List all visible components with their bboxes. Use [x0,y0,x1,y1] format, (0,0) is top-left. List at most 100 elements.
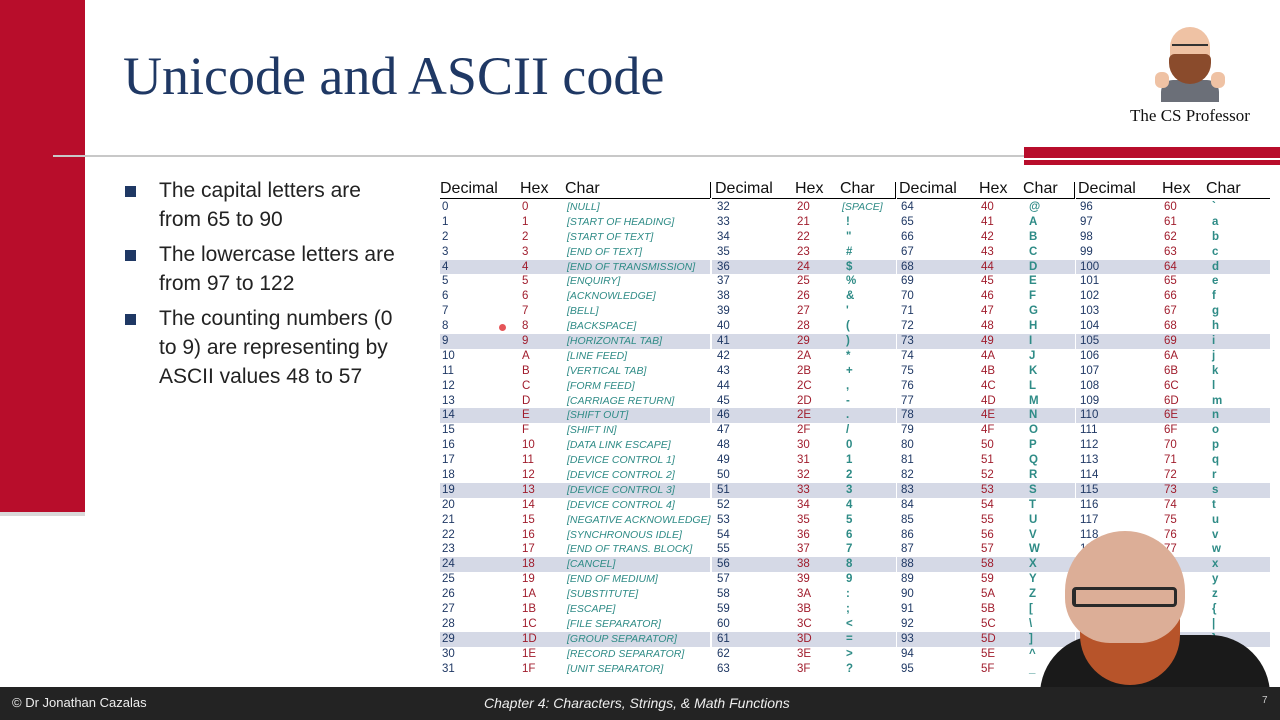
table-row: 25 19 [END OF MEDIUM] [440,572,710,587]
right-accent-bar-stripe [1024,158,1280,160]
decimal-cell: 73 [901,335,914,348]
right-accent-bar [1024,147,1280,165]
char-cell: [END OF TEXT] [567,245,643,258]
decimal-cell: 103 [1080,305,1100,318]
table-row: 87 57 W [897,542,1075,557]
char-cell: [CARRIAGE RETURN] [567,394,675,407]
decimal-cell: 33 [717,215,730,228]
hex-cell: 46 [981,290,994,303]
header-char: Char [1206,180,1241,197]
char-cell: ) [846,335,850,348]
table-row: 70 46 F [897,289,1075,304]
table-row: 16 10 [DATA LINK ESCAPE] [440,438,710,453]
char-cell: [DATA LINK ESCAPE] [567,439,671,452]
char-cell: [ESCAPE] [567,603,616,616]
char-cell: < [846,617,853,630]
decimal-cell: 60 [717,617,730,630]
decimal-cell: 89 [901,573,914,586]
table-row: 81 51 Q [897,453,1075,468]
table-row: 71 47 G [897,304,1075,319]
decimal-cell: 28 [442,617,455,630]
char-cell: [BELL] [567,305,599,318]
char-cell: [BACKSPACE] [567,320,637,333]
table-row: 107 6B k [1076,364,1270,379]
table-row: 34 22 " [712,230,896,245]
char-cell: Y [1029,573,1037,586]
decimal-cell: 109 [1080,394,1100,407]
char-cell: h [1212,320,1220,333]
hex-cell: 43 [981,245,994,258]
footer-chapter: Chapter 4: Characters, Strings, & Math F… [484,695,790,711]
hex-cell: 65 [1164,275,1177,288]
char-cell: & [846,290,855,303]
char-cell: 2 [846,469,853,482]
table-row: 41 29) [712,334,896,349]
char-cell: D [1029,260,1038,273]
table-row: 45 2D - [712,394,896,409]
hex-cell: 4A [981,349,996,362]
char-cell: x [1212,558,1219,571]
slide-title: Unicode and ASCII code [123,46,665,106]
decimal-cell: 111 [1080,424,1098,437]
header-hex: Hex [795,180,824,197]
decimal-cell: 84 [901,498,914,511]
decimal-cell: 81 [901,454,914,467]
char-cell: V [1029,528,1037,541]
char-cell: d [1212,260,1220,273]
bullet-item: The counting numbers (0 to 9) are repres… [124,304,404,391]
bullet-square-icon [125,314,136,325]
decimal-cell: 2 [442,230,449,243]
table-row: 103 67 g [1076,304,1270,319]
hex-cell: 5E [981,647,996,660]
hex-cell: 3E [797,647,812,660]
column-separator [1074,182,1075,198]
table-row: 100 64 d [1076,259,1270,275]
hex-cell: 74 [1164,498,1177,511]
decimal-cell: 50 [717,469,730,482]
hex-cell: 4D [981,394,996,407]
decimal-cell: 94 [901,647,914,660]
decimal-cell: 105 [1080,335,1100,348]
char-cell: ! [846,215,850,228]
hex-cell: 34 [797,498,810,511]
char-cell: o [1212,424,1220,437]
hex-cell: 72 [1164,469,1177,482]
decimal-cell: 79 [901,424,914,437]
char-cell: f [1212,290,1216,303]
table-row: 53 35 5 [712,513,896,528]
decimal-cell: 58 [717,588,730,601]
decimal-cell: 88 [901,558,914,571]
char-cell: B [1029,230,1038,243]
header-char: Char [1023,180,1058,197]
hex-cell: 49 [981,335,994,348]
hex-cell: 48 [981,320,994,333]
char-cell: . [846,409,850,422]
table-row: 75 4B K [897,364,1075,379]
hex-cell: 60 [1164,201,1177,213]
decimal-cell: 107 [1080,364,1100,377]
decimal-cell: 30 [442,647,455,660]
table-row: 104 68 h [1076,319,1270,334]
column-separator [710,182,711,198]
table-row: 108 6C l [1076,379,1270,394]
hex-cell: 52 [981,469,994,482]
table-row: 40 28 ( [712,319,896,334]
char-cell: + [846,364,853,377]
char-cell: ] [1029,632,1033,645]
table-row: 20 14 [DEVICE CONTROL 4] [440,498,710,513]
decimal-cell: 47 [717,424,730,437]
table-row: 10 A [LINE FEED] [440,349,710,364]
char-cell: 5 [846,513,853,526]
cs-professor-logo: The CS Professor [1110,22,1270,126]
char-cell: [END OF TRANS. BLOCK] [567,543,693,556]
char-cell: m [1212,394,1223,407]
table-row: 13 D [CARRIAGE RETURN] [440,394,710,409]
table-row: 66 42 B [897,230,1075,245]
decimal-cell: 101 [1080,275,1100,288]
table-row: 79 4F O [897,423,1075,438]
char-cell: > [846,647,853,660]
hex-cell: 5B [981,603,996,616]
table-row: 1 1 [START OF HEADING] [440,215,710,230]
table-row: 31 1F [UNIT SEPARATOR] [440,662,710,677]
decimal-cell: 5 [442,275,449,288]
